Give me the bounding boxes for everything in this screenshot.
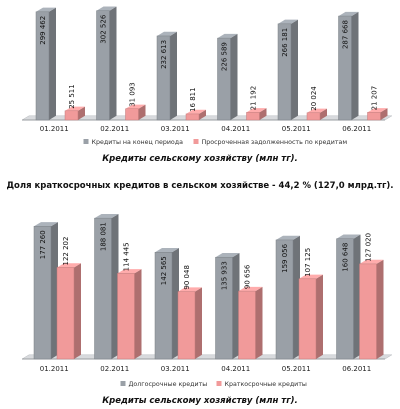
c1-category-label-3: 03.2011 — [161, 125, 190, 133]
c1-label-a-5: 266 181 — [281, 28, 289, 57]
chart-credits-term: 177 260 122 202 01.2011 188 081 114 445 02.20… — [21, 213, 393, 388]
c1-legend-label-2: Просроченная задолженность по кредитам — [202, 139, 348, 146]
c2-bar-b-1 — [56, 263, 81, 360]
c1-label-b-1: 25 511 — [68, 84, 76, 109]
c1-category-label-1: 01.2011 — [40, 125, 69, 133]
c1-legend-swatch-2 — [193, 139, 199, 144]
chart-caption-bottom: Кредиты сельскому хозяйству (млн тг). — [102, 396, 298, 406]
c2-bar-b-2 — [117, 269, 142, 360]
c1-bar-a-3 — [156, 31, 177, 121]
c2-category-label-6: 06.2011 — [342, 365, 371, 373]
c2-bar-a-2 — [94, 213, 119, 360]
chart-credits-total: 299 462 25 511 01.2011 302 526 31 093 02.2011… — [21, 6, 393, 146]
c2-bar-b-5 — [298, 274, 323, 360]
c2-category-label-4: 04.2011 — [221, 365, 250, 373]
c1-label-b-3: 16 811 — [189, 87, 197, 112]
c2-category-label-3: 03.2011 — [161, 365, 190, 373]
c1-bar-a-5 — [277, 19, 298, 121]
c1-category-label-4: 04.2011 — [221, 125, 250, 133]
c2-label-a-3: 142 565 — [160, 256, 168, 285]
c2-bar-a-6 — [336, 234, 361, 360]
c2-label-b-2: 114 445 — [123, 242, 131, 271]
c2-bar-b-3 — [177, 287, 202, 360]
c1-bar-b-2 — [125, 104, 146, 121]
c2-bar-a-3 — [154, 248, 179, 360]
c2-legend-swatch-2 — [216, 381, 222, 386]
c2-legend-swatch-1 — [120, 381, 126, 386]
c2-label-a-6: 160 648 — [342, 243, 350, 272]
chart-caption-top: Кредиты сельскому хозяйству (млн тг). — [102, 154, 298, 164]
c1-bar-b-1 — [64, 106, 85, 121]
c2-bar-b-4 — [238, 286, 263, 360]
c2-bar-a-4 — [215, 253, 240, 360]
short-term-share-text: Доля краткосрочных кредитов в сельском х… — [6, 181, 394, 191]
c1-label-b-5: 20 024 — [310, 86, 318, 111]
c2-category-label-5: 05.2011 — [282, 365, 311, 373]
c2-bar-a-5 — [275, 235, 300, 360]
c1-category-label-2: 02.2011 — [100, 125, 129, 133]
c1-legend-label-1: Кредиты на конец периода — [92, 139, 184, 146]
c1-bar-a-2 — [96, 6, 117, 121]
c1-bar-b-5 — [306, 108, 327, 121]
c2-label-b-5: 107 125 — [304, 248, 312, 277]
c1-bar-a-1 — [35, 7, 56, 121]
c2-label-a-1: 177 260 — [39, 230, 47, 259]
c2-label-b-4: 90 656 — [244, 264, 252, 289]
c1-label-a-4: 226 589 — [221, 42, 229, 71]
c2-label-b-6: 127 020 — [365, 233, 373, 262]
c1-label-a-6: 287 668 — [342, 20, 350, 49]
c1-bar-b-6 — [367, 108, 388, 121]
c2-category-label-2: 02.2011 — [100, 365, 129, 373]
c2-label-a-4: 135 933 — [221, 261, 229, 290]
c2-label-b-1: 122 202 — [62, 237, 70, 266]
c1-label-b-2: 31 093 — [129, 82, 137, 107]
c2-legend-label-1: Долгосрочные кредиты — [129, 381, 208, 388]
c1-bar-b-4 — [246, 108, 267, 121]
c2-bar-b-6 — [359, 259, 384, 360]
c2-bar-a-1 — [33, 222, 58, 360]
c1-label-a-2: 302 526 — [100, 14, 108, 43]
c2-label-b-3: 90 048 — [183, 265, 191, 290]
c1-label-b-4: 21 192 — [250, 86, 258, 111]
c1-label-a-1: 299 462 — [39, 16, 47, 45]
c1-category-label-6: 06.2011 — [342, 125, 371, 133]
c1-bar-a-4 — [217, 33, 238, 121]
c1-label-a-3: 232 613 — [160, 40, 168, 69]
c1-category-label-5: 05.2011 — [282, 125, 311, 133]
c2-label-a-5: 159 056 — [281, 243, 289, 272]
c2-legend-label-2: Краткосрочные кредиты — [225, 381, 307, 388]
c1-label-b-6: 21 207 — [371, 86, 379, 111]
c1-bar-a-6 — [338, 11, 359, 121]
c2-label-a-2: 188 081 — [100, 222, 108, 251]
c2-category-label-1: 01.2011 — [40, 365, 69, 373]
c1-bar-b-3 — [185, 109, 206, 121]
c1-legend-swatch-1 — [83, 139, 89, 144]
